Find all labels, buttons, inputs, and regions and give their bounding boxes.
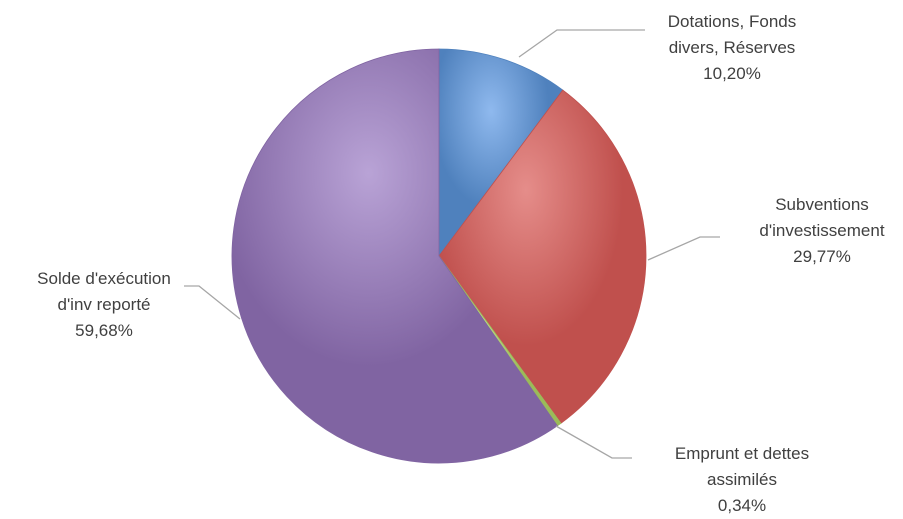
leader-line-4 bbox=[184, 285, 241, 320]
pie-slice-2 bbox=[438, 89, 647, 424]
pie-slice-4 bbox=[231, 48, 558, 464]
slice-name-label: assimilés bbox=[707, 470, 777, 489]
slice-value-label: 0,34% bbox=[718, 496, 766, 515]
slice-label-1: Dotations, Fonds divers, Réserves 10,20% bbox=[668, 12, 797, 83]
slice-name-label: divers, Réserves bbox=[669, 38, 796, 57]
pie-slices bbox=[231, 48, 647, 464]
slice-label-2: Subventions d'investissement 29,77% bbox=[759, 195, 884, 266]
slice-value-label: 29,77% bbox=[793, 247, 851, 266]
slice-label-3: Emprunt et dettes assimilés 0,34% bbox=[675, 444, 809, 515]
leader-line-1 bbox=[518, 29, 645, 58]
slice-name-label: d'investissement bbox=[759, 221, 884, 240]
leader-line-2 bbox=[647, 236, 720, 261]
slice-name-label: d'inv reporté bbox=[57, 295, 150, 314]
slice-value-label: 59,68% bbox=[75, 321, 133, 340]
slice-label-4: Solde d'exécution d'inv reporté 59,68% bbox=[37, 269, 171, 340]
pie-slice-1 bbox=[438, 48, 564, 258]
leader-lines bbox=[184, 29, 720, 459]
slice-name-label: Subventions bbox=[775, 195, 869, 214]
slice-labels: Dotations, Fonds divers, Réserves 10,20% Su… bbox=[37, 12, 885, 515]
slice-value-label: 10,20% bbox=[703, 64, 761, 83]
slice-name-label: Dotations, Fonds bbox=[668, 12, 797, 31]
slice-name-label: Emprunt et dettes bbox=[675, 444, 809, 463]
slice-name-label: Solde d'exécution bbox=[37, 269, 171, 288]
leader-line-3 bbox=[555, 425, 632, 459]
